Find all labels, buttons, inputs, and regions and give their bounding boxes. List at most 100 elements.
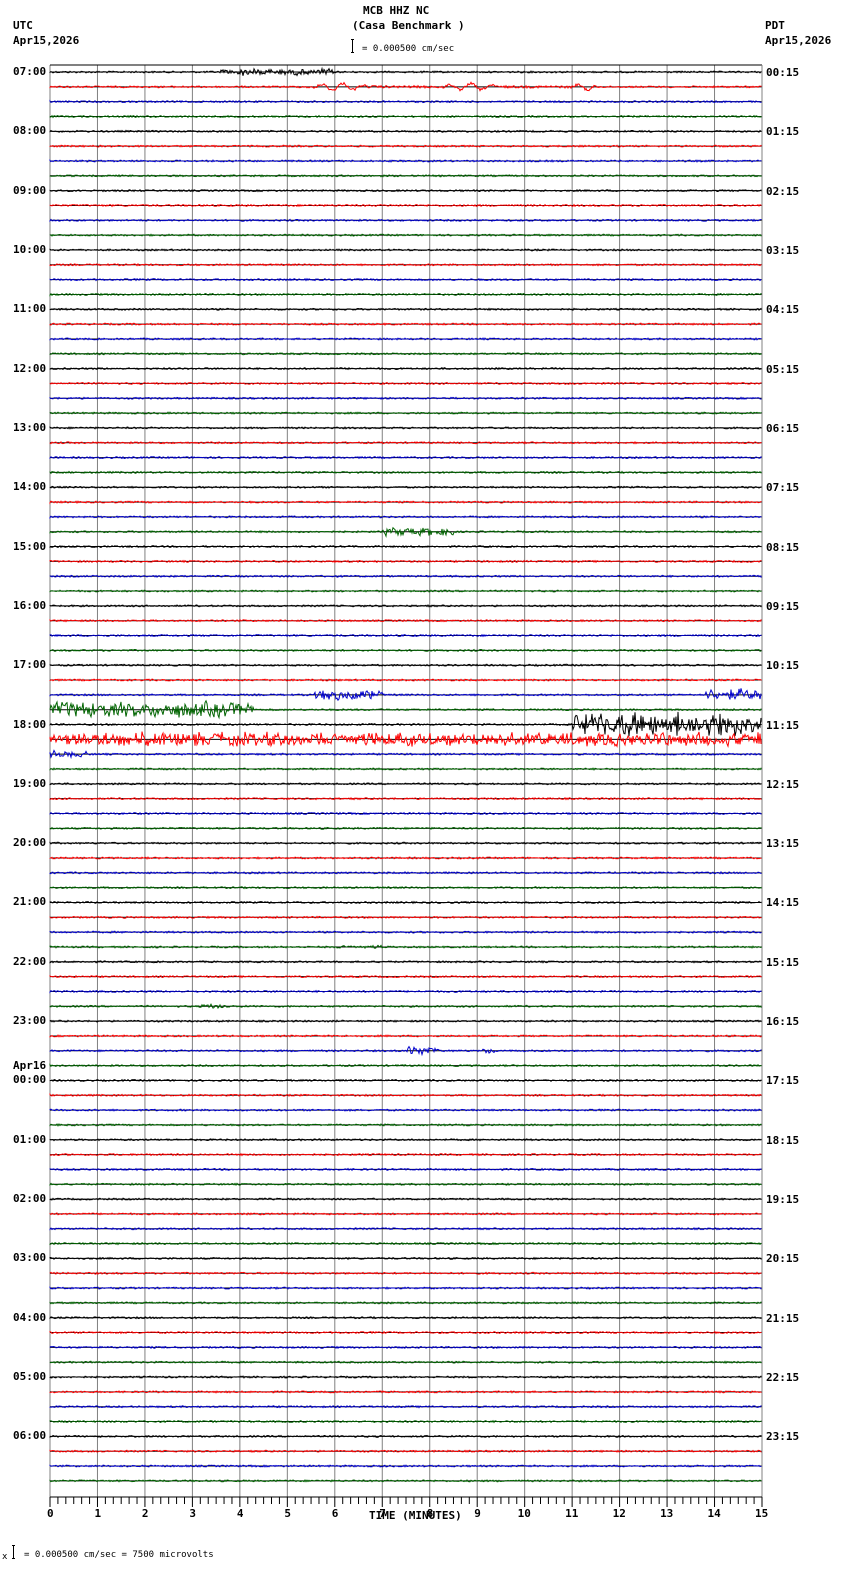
x-tick-label: 9: [474, 1507, 481, 1520]
trace-line: [49, 1404, 763, 1409]
trace-line: [49, 900, 763, 905]
trace-line: [49, 1315, 763, 1320]
trace-line: [49, 767, 763, 771]
trace-line: [49, 1256, 763, 1261]
trace-line: [49, 455, 763, 460]
trace-line: [49, 277, 763, 282]
trace-line: [49, 366, 763, 371]
trace-line: [49, 1138, 763, 1142]
utc-hour-label: 00:00: [13, 1073, 47, 1087]
trace-line: [49, 559, 763, 564]
x-tick-label: 4: [236, 1507, 244, 1520]
pdt-hour-label: 00:15: [766, 66, 800, 79]
trace-line: [49, 1182, 763, 1187]
utc-hour-label: 21:00: [13, 895, 47, 909]
trace-line: [49, 1479, 763, 1483]
trace-line: [49, 144, 763, 148]
utc-hour-label: 13:00: [13, 420, 47, 434]
trace-line: [49, 1226, 763, 1231]
trace-line: [49, 574, 763, 579]
trace-line: [49, 974, 763, 979]
utc-hour-label: 08:00: [13, 124, 47, 138]
scale-prefix: x: [2, 1552, 8, 1562]
pdt-hour-label: 04:15: [766, 303, 800, 317]
right-date: Apr15,2026: [765, 34, 832, 47]
utc-hour-label: 02:00: [13, 1192, 47, 1206]
trace-line: [49, 604, 763, 608]
trace-line: [49, 1286, 763, 1290]
pdt-hour-label: 12:15: [766, 777, 800, 791]
utc-hour-label: 06:00: [13, 1429, 47, 1443]
scale-bar-icon: [351, 39, 354, 53]
trace-line: [49, 1152, 763, 1157]
utc-hour-label: 10:00: [13, 242, 47, 256]
x-tick-label: 1: [94, 1507, 102, 1520]
trace-line: [49, 188, 763, 193]
trace-line: [49, 307, 763, 312]
trace-line: [49, 1449, 763, 1454]
trace-line: [49, 1003, 763, 1009]
trace-line: [49, 678, 763, 682]
trace-line: [49, 248, 763, 252]
x-tick-label: 0: [47, 1507, 54, 1520]
pdt-hour-label: 16:15: [766, 1015, 800, 1029]
trace-line: [49, 1212, 763, 1216]
utc-hour-label: 09:00: [13, 183, 47, 197]
pdt-hour-label: 17:15: [766, 1074, 800, 1088]
trace-line: [49, 485, 763, 490]
left-date: Apr15,2026: [13, 34, 80, 47]
trace-line: [49, 99, 763, 104]
trace-line: [49, 159, 763, 163]
trace-line: [49, 173, 763, 178]
trace-line: [49, 633, 763, 638]
x-tick-label: 5: [284, 1507, 291, 1520]
pdt-hour-label: 07:15: [766, 481, 800, 495]
pdt-hour-label: 05:15: [766, 362, 800, 376]
x-axis-title: TIME (MINUTES): [369, 1509, 462, 1522]
left-timezone: UTC: [13, 19, 33, 32]
trace-line: [49, 337, 763, 341]
trace-line: [49, 1019, 763, 1023]
trace-line: [49, 322, 763, 326]
utc-hour-label: 14:00: [13, 480, 47, 494]
trace-line: [49, 856, 763, 860]
utc-hour-label: 19:00: [13, 776, 47, 790]
station-title: MCB HHZ NC: [363, 4, 430, 17]
pdt-hour-label: 21:15: [766, 1311, 800, 1325]
trace-line: [49, 526, 763, 538]
trace-line: [49, 1301, 763, 1305]
trace-line: [49, 826, 763, 831]
trace-line: [49, 1063, 763, 1068]
pdt-hour-label: 19:15: [766, 1193, 800, 1207]
trace-line: [49, 1034, 763, 1038]
trace-line: [49, 959, 763, 964]
x-tick-label: 6: [331, 1507, 339, 1520]
utc-hour-label: 15:00: [13, 539, 47, 553]
trace-line: [49, 1345, 763, 1350]
station-location: (Casa Benchmark ): [352, 19, 465, 32]
trace-line: [49, 114, 763, 119]
x-tick-label: 12: [612, 1507, 626, 1520]
trace-line: [49, 1078, 763, 1083]
utc-hour-label: 22:00: [13, 954, 47, 968]
x-tick-label: 7: [379, 1507, 386, 1520]
trace-line: [49, 381, 763, 386]
trace-line: [49, 841, 763, 845]
trace-line: [49, 796, 763, 801]
trace-line: [49, 1330, 763, 1335]
trace-line: [49, 811, 763, 816]
footer-scale-bar-icon: [12, 1545, 15, 1559]
x-tick-label: 11: [565, 1507, 579, 1520]
trace-line: [49, 292, 763, 297]
trace-line: [49, 1360, 763, 1365]
trace-line: [49, 1197, 763, 1201]
trace-line: [49, 470, 763, 475]
utc-hour-label: 07:00: [13, 65, 47, 78]
utc-hour-label: 03:00: [13, 1251, 47, 1265]
utc-hour-label: 18:00: [13, 717, 47, 731]
trace-line: [49, 1167, 763, 1172]
trace-line: [49, 1241, 763, 1246]
pdt-hour-label: 20:15: [766, 1252, 800, 1266]
pdt-hour-label: 11:15: [766, 718, 800, 732]
utc-hour-label: 05:00: [13, 1370, 47, 1384]
